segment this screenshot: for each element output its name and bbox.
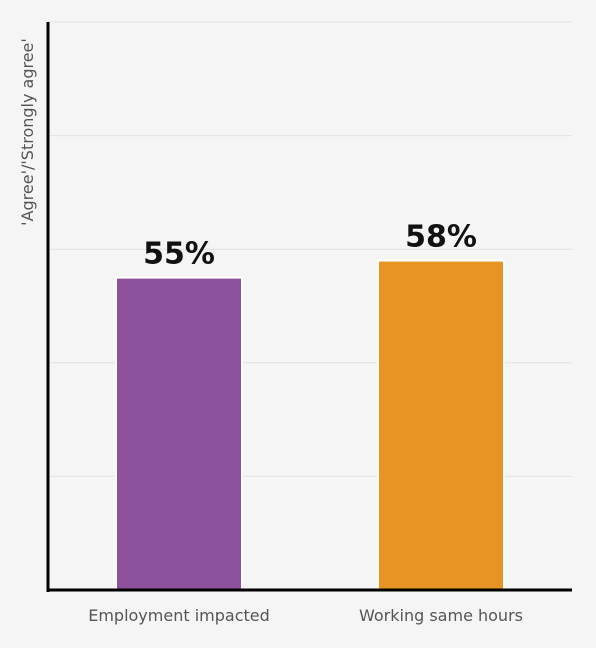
data-label-1: 55% [143,237,215,272]
data-labels: 55% 58% [143,220,477,272]
y-axis-title: 'Agree'/'Strongly agree' [18,38,37,226]
bar-2 [377,259,505,591]
x-tick-labels: Employment impacted Working same hours [88,606,523,625]
bar-1 [115,276,243,591]
x-tick-label-2: Working same hours [359,606,523,625]
data-label-2: 58% [405,220,477,255]
bars [115,259,505,591]
x-tick-label-1: Employment impacted [88,606,270,625]
